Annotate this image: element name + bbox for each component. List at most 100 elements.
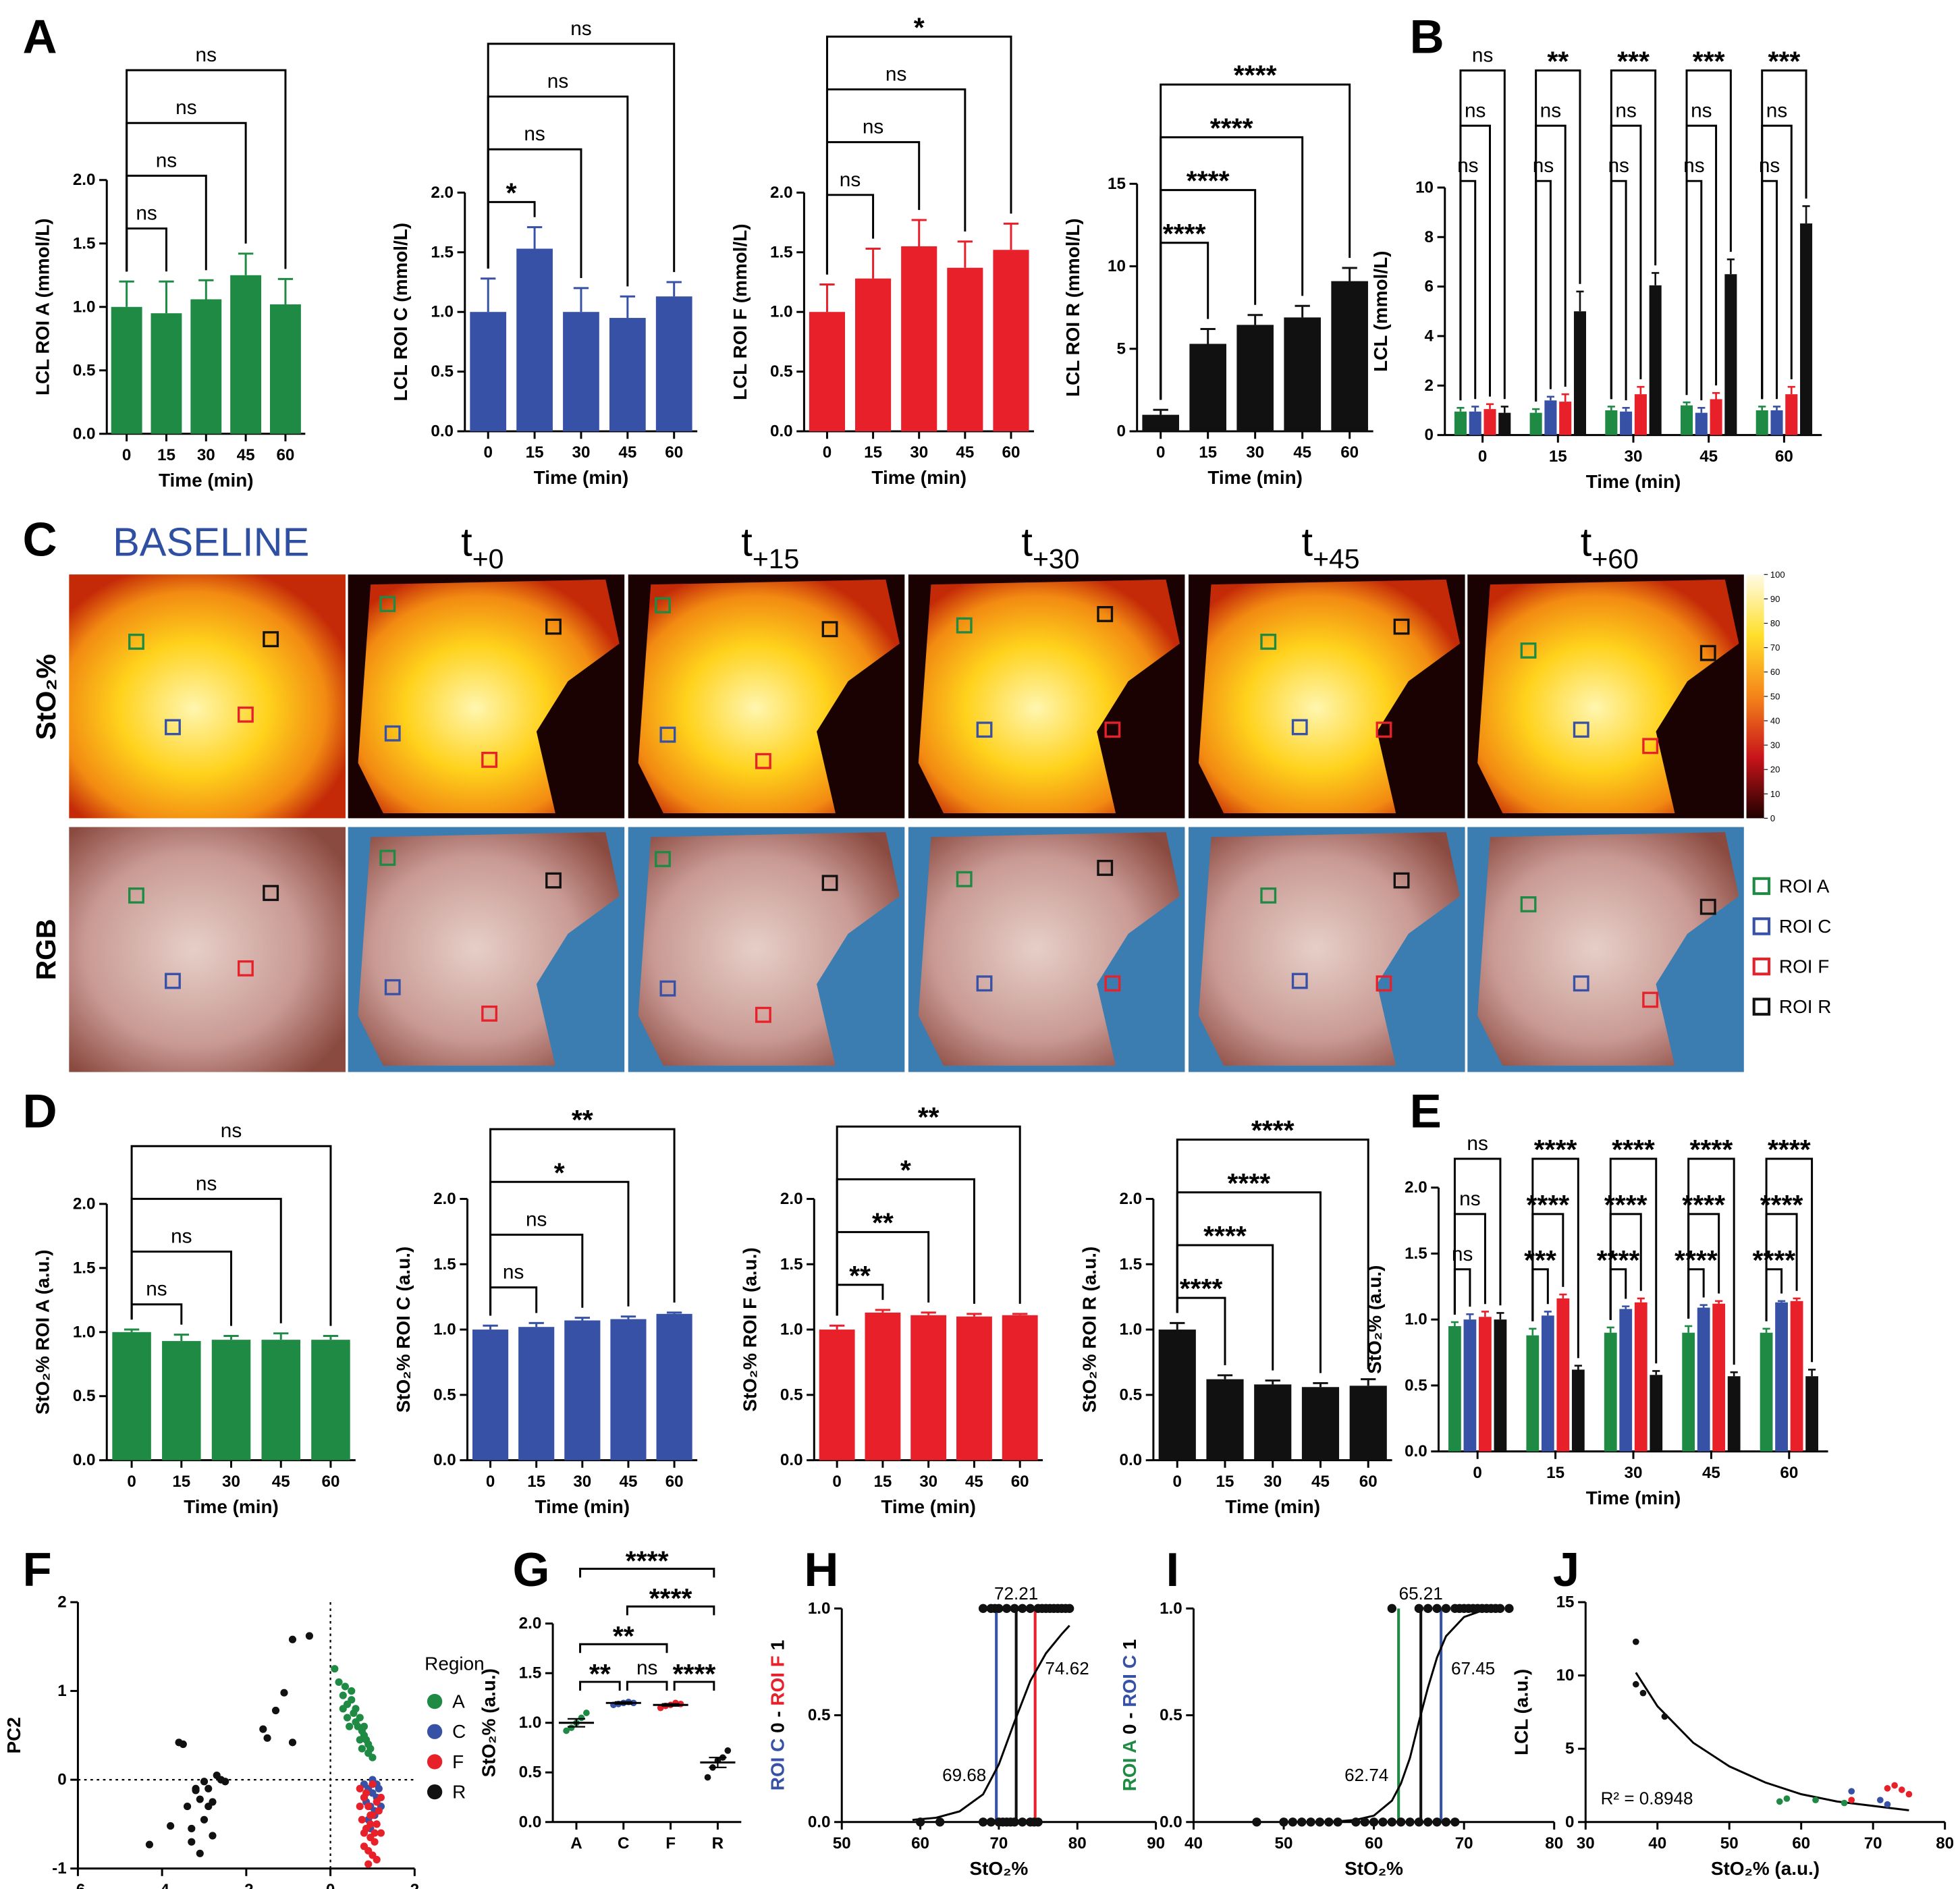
y-tick-label: 2.0 [1405,1178,1427,1197]
data-point [1441,1817,1451,1827]
roi-square [1393,872,1410,889]
time-symbol: t [1302,519,1313,564]
legend-label: F [452,1751,464,1772]
rgb-image [918,831,1180,1066]
y-tick-label: 5 [1116,339,1125,358]
error-bar [574,1317,590,1321]
bar [1710,399,1722,435]
roi-square [956,871,973,887]
data-point [373,1820,381,1828]
x-tick-label: 0 [823,443,832,462]
y-tick-label: 0.0 [1160,1813,1182,1831]
panel-label: J [1553,1543,1579,1596]
y-tick-label: 10 [1415,178,1434,196]
data-point [188,1838,196,1846]
bar [865,1312,901,1460]
bar [111,306,142,434]
x-tick-label: 80 [1545,1834,1563,1853]
significance-bracket [825,35,1012,275]
data-point [1315,1817,1325,1827]
data-point [364,1802,373,1811]
data-point [1898,1786,1905,1793]
bar [1785,394,1798,435]
significance-bracket [1160,83,1351,400]
significance-label: ** [1547,45,1569,76]
data-point [1812,1797,1819,1804]
roi-legend-swatch [1752,917,1771,935]
bar [1541,1315,1554,1452]
y-axis-label-part: 1 [1119,1639,1140,1655]
significance-label: ** [572,1104,593,1135]
roi-legend-label: ROI R [1779,996,1832,1017]
data-point [1423,1604,1433,1614]
roi-square [545,872,562,889]
data-point [1632,1638,1639,1645]
legend-swatch [427,1754,443,1770]
data-point [1010,1817,1019,1827]
bar [1331,281,1368,432]
x-tick-label: 0 [122,446,131,464]
significance-bracket [130,1145,332,1326]
roi-square [545,618,562,635]
bar [1556,1298,1570,1452]
colorbar-tick-label: 0 [1770,813,1775,823]
y-tick-label: 1.0 [780,1321,803,1339]
roi-legend-label: ROI F [1779,956,1829,977]
roi-legend-swatch [1752,877,1771,896]
roi-square [1520,896,1537,912]
roi-square [1260,887,1277,904]
heatmap-image [1477,579,1739,813]
error-bar [159,280,174,314]
data-point [209,1832,217,1840]
y-axis-label: LCL ROI R (mmol/L) [1062,218,1083,397]
significance-label: **** [1675,1244,1718,1276]
y-tick-label: 0.0 [808,1813,831,1831]
y-tick-label: 0.0 [73,425,96,443]
data-point [343,1714,352,1722]
error-bar [865,247,881,279]
data-point [271,1706,280,1715]
data-point [578,1714,585,1722]
x-axis-label: Time (min) [159,470,254,491]
x-tick-label: 30 [222,1473,240,1491]
timepoint-label: t+45 [1302,519,1360,574]
data-point [360,1722,369,1730]
y-tick-label: 6 [1425,277,1434,296]
bar [1254,1384,1292,1460]
data-point [205,1802,213,1811]
x-axis-label: Time (min) [881,1496,976,1517]
panel-label: C [23,512,57,566]
error-bar [1787,385,1795,395]
roi-square [1699,898,1716,915]
data-point [1018,1817,1027,1827]
x-tick-label: -6 [71,1881,86,1889]
x-tick-label: 60 [665,1473,684,1491]
significance-label: ** [613,1620,634,1651]
significance-label: ns [570,18,591,40]
time-subscript: +60 [1591,543,1638,574]
data-point [167,1822,175,1830]
x-tick-label: 15 [864,443,882,462]
significance-label: ns [863,116,883,138]
significance-label: **** [1203,1220,1247,1251]
data-point [364,1860,373,1868]
bar [1682,1332,1695,1452]
error-bar [1457,407,1465,412]
bar [1526,1335,1540,1452]
error-bar [666,281,682,297]
x-axis-label: Time (min) [534,467,629,488]
roi-square [956,617,973,634]
data-point [1891,1782,1898,1789]
error-bar [119,280,134,307]
legend-label: A [452,1691,465,1712]
data-point [366,1820,375,1828]
panel-label: B [1410,10,1444,63]
y-tick-label: 0.5 [1120,1386,1143,1404]
y-tick-label: 0.5 [1160,1706,1182,1724]
significance-label: **** [1187,165,1230,196]
y-tick-label: 15 [1556,1593,1575,1612]
bar [1529,412,1542,435]
y-axis-label-part: 0 - [1119,1707,1140,1740]
data-point [1632,1680,1639,1688]
y-tick-label: 10 [1108,257,1126,275]
